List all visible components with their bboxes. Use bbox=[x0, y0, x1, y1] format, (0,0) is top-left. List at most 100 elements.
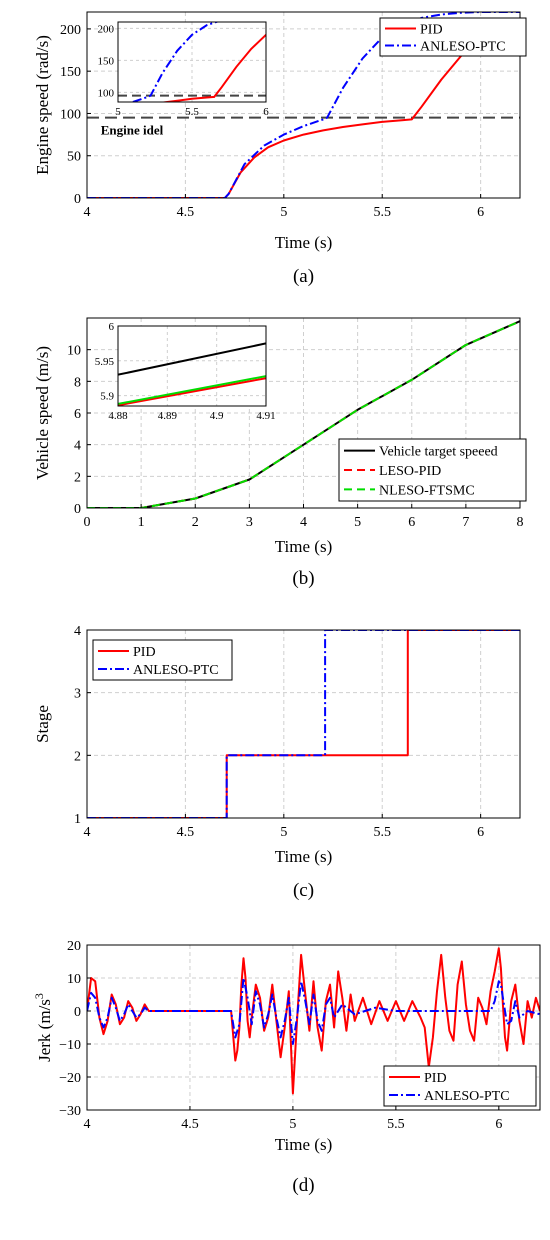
x-tick-label: 1 bbox=[138, 515, 145, 530]
x-axis-label: Time (s) bbox=[275, 1135, 332, 1154]
y-tick-label: 8 bbox=[74, 375, 81, 390]
y-axis-label: Vehicle speed (m/s) bbox=[33, 346, 52, 480]
legend-box bbox=[379, 17, 527, 57]
y-tick-label: 4 bbox=[74, 439, 81, 454]
x-tick-label: 4.5 bbox=[177, 205, 195, 220]
inset-x-tick-label: 4.9 bbox=[210, 410, 224, 422]
axes-frame bbox=[86, 944, 541, 1111]
x-tick-label: 6 bbox=[408, 515, 415, 530]
inset-y-tick-label: 200 bbox=[98, 23, 115, 35]
y-tick-label: 10 bbox=[67, 972, 81, 987]
inset-y-tick-label: 150 bbox=[98, 55, 115, 67]
y-tick-label: 50 bbox=[67, 150, 81, 165]
y-tick-label: 2 bbox=[74, 749, 81, 764]
inset-plot: 4.88 4.89 4.9 4.91 5.9 5.95 6 bbox=[95, 321, 276, 422]
y-tick-label: −10 bbox=[59, 1038, 81, 1053]
legend-label-2: NLESO-FTSMC bbox=[379, 483, 475, 498]
x-tick-label: 5 bbox=[354, 515, 361, 530]
series-line-0 bbox=[87, 23, 520, 198]
y-tick-label: 6 bbox=[74, 407, 81, 422]
inset-area bbox=[118, 326, 266, 406]
x-tick-label: 4 bbox=[84, 825, 91, 840]
y-tick-label: 2 bbox=[74, 470, 81, 485]
x-tick-label: 5.5 bbox=[373, 825, 391, 840]
inset-y-tick-label: 100 bbox=[98, 87, 115, 99]
inset-frame bbox=[117, 21, 267, 103]
y-tick-label: −20 bbox=[59, 1071, 81, 1086]
panel-caption: (d) bbox=[292, 1175, 314, 1196]
legend-label-0: PID bbox=[424, 1071, 447, 1086]
y-tick-label: 3 bbox=[74, 687, 81, 702]
inset-series-line-0 bbox=[118, 342, 266, 376]
y-tick-label: 0 bbox=[74, 192, 81, 207]
y-tick-label: 20 bbox=[67, 939, 81, 954]
legend: Vehicle target speeed LESO-PID NLESO-FTSMC bbox=[338, 438, 527, 502]
y-tick-label: 10 bbox=[67, 344, 81, 359]
x-tick-label: 4.5 bbox=[181, 1117, 199, 1132]
inset-x-tick-label: 4.91 bbox=[256, 410, 275, 422]
x-axis-label: Time (s) bbox=[275, 537, 332, 556]
x-tick-label: 4 bbox=[84, 205, 91, 220]
x-tick-label: 6 bbox=[477, 825, 484, 840]
x-tick-label: 0 bbox=[84, 515, 91, 530]
legend: PID ANLESO-PTC bbox=[383, 1065, 537, 1107]
legend-label-1: ANLESO-PTC bbox=[420, 40, 506, 55]
inset-y-tick-label: 6 bbox=[109, 321, 115, 333]
x-tick-label: 5.5 bbox=[373, 205, 391, 220]
x-tick-label: 6 bbox=[477, 205, 484, 220]
inset-series-line-1 bbox=[118, 377, 266, 406]
y-tick-label: 0 bbox=[74, 1005, 81, 1020]
y-tick-label: 0 bbox=[74, 502, 81, 517]
panel-b: 0 1 2 3 4 5 6 7 8 0 2 4 6 8 10 Time (s) Vehicle speed (m… bbox=[33, 317, 527, 589]
inset-x-tick-label: 5 bbox=[115, 106, 121, 118]
x-axis-label: Time (s) bbox=[275, 847, 332, 866]
panel-caption: (c) bbox=[293, 880, 314, 901]
x-axis-label: Time (s) bbox=[275, 233, 332, 252]
legend-label-0: PID bbox=[420, 23, 443, 38]
inset-series-line-2 bbox=[118, 375, 266, 405]
annotation-label: Engine idel bbox=[101, 123, 164, 138]
y-axis-label: Jerk (m/s3 bbox=[32, 993, 54, 1062]
legend-box bbox=[383, 1065, 537, 1107]
x-tick-label: 5 bbox=[280, 205, 287, 220]
inset-x-tick-label: 5.5 bbox=[185, 106, 199, 118]
x-tick-label: 4 bbox=[84, 1117, 91, 1132]
y-tick-label: 100 bbox=[60, 107, 81, 122]
x-tick-label: 5.5 bbox=[387, 1117, 405, 1132]
axes-frame bbox=[86, 11, 521, 199]
legend-label-1: LESO-PID bbox=[379, 464, 441, 479]
legend: PID ANLESO-PTC bbox=[379, 17, 527, 57]
x-tick-label: 5 bbox=[289, 1117, 296, 1132]
legend-label-1: ANLESO-PTC bbox=[424, 1089, 510, 1104]
panel-caption: (a) bbox=[293, 266, 314, 287]
legend-label-0: PID bbox=[133, 645, 156, 660]
y-tick-label: −30 bbox=[59, 1104, 81, 1119]
y-tick-label: 1 bbox=[74, 812, 81, 827]
x-tick-label: 7 bbox=[462, 515, 469, 530]
inset-y-tick-label: 5.95 bbox=[95, 356, 115, 368]
legend-label-0: Vehicle target speeed bbox=[379, 445, 498, 460]
y-axis-label: Stage bbox=[33, 705, 52, 743]
x-tick-label: 3 bbox=[246, 515, 253, 530]
series-line-1 bbox=[87, 630, 520, 818]
axes-frame bbox=[86, 629, 521, 819]
legend: PID ANLESO-PTC bbox=[92, 639, 233, 681]
series-line-1 bbox=[87, 977, 540, 1045]
panel-c: 4 4.5 5 5.5 6 1 2 3 4 Time (s) Stage (c) PID ANLESO-P… bbox=[33, 624, 521, 901]
inset-x-tick-label: 4.89 bbox=[158, 410, 178, 422]
x-tick-label: 4 bbox=[300, 515, 307, 530]
x-tick-label: 6 bbox=[495, 1117, 502, 1132]
inset-frame bbox=[117, 325, 267, 407]
inset-x-tick-label: 6 bbox=[263, 106, 269, 118]
panel-a: Engine idel 4 4.5 5 5.5 6 0 50 100 150 200 Time (s)… bbox=[33, 11, 527, 287]
panel-caption: (b) bbox=[292, 568, 314, 589]
x-tick-label: 8 bbox=[517, 515, 524, 530]
y-axis-label-superscript: 3 bbox=[32, 993, 46, 999]
panel-d: 4 4.5 5 5.5 6 −30 −20 −10 0 10 20 Time (s) Jerk (m/s… bbox=[32, 939, 541, 1196]
y-axis-label: Engine speed (rad/s) bbox=[33, 35, 52, 175]
inset-plot: 5 5.5 6 100 150 200 bbox=[98, 21, 269, 118]
y-tick-label: 4 bbox=[74, 624, 81, 639]
series-line-1 bbox=[87, 12, 520, 198]
y-tick-label: 200 bbox=[60, 23, 81, 38]
x-tick-label: 4.5 bbox=[177, 825, 195, 840]
